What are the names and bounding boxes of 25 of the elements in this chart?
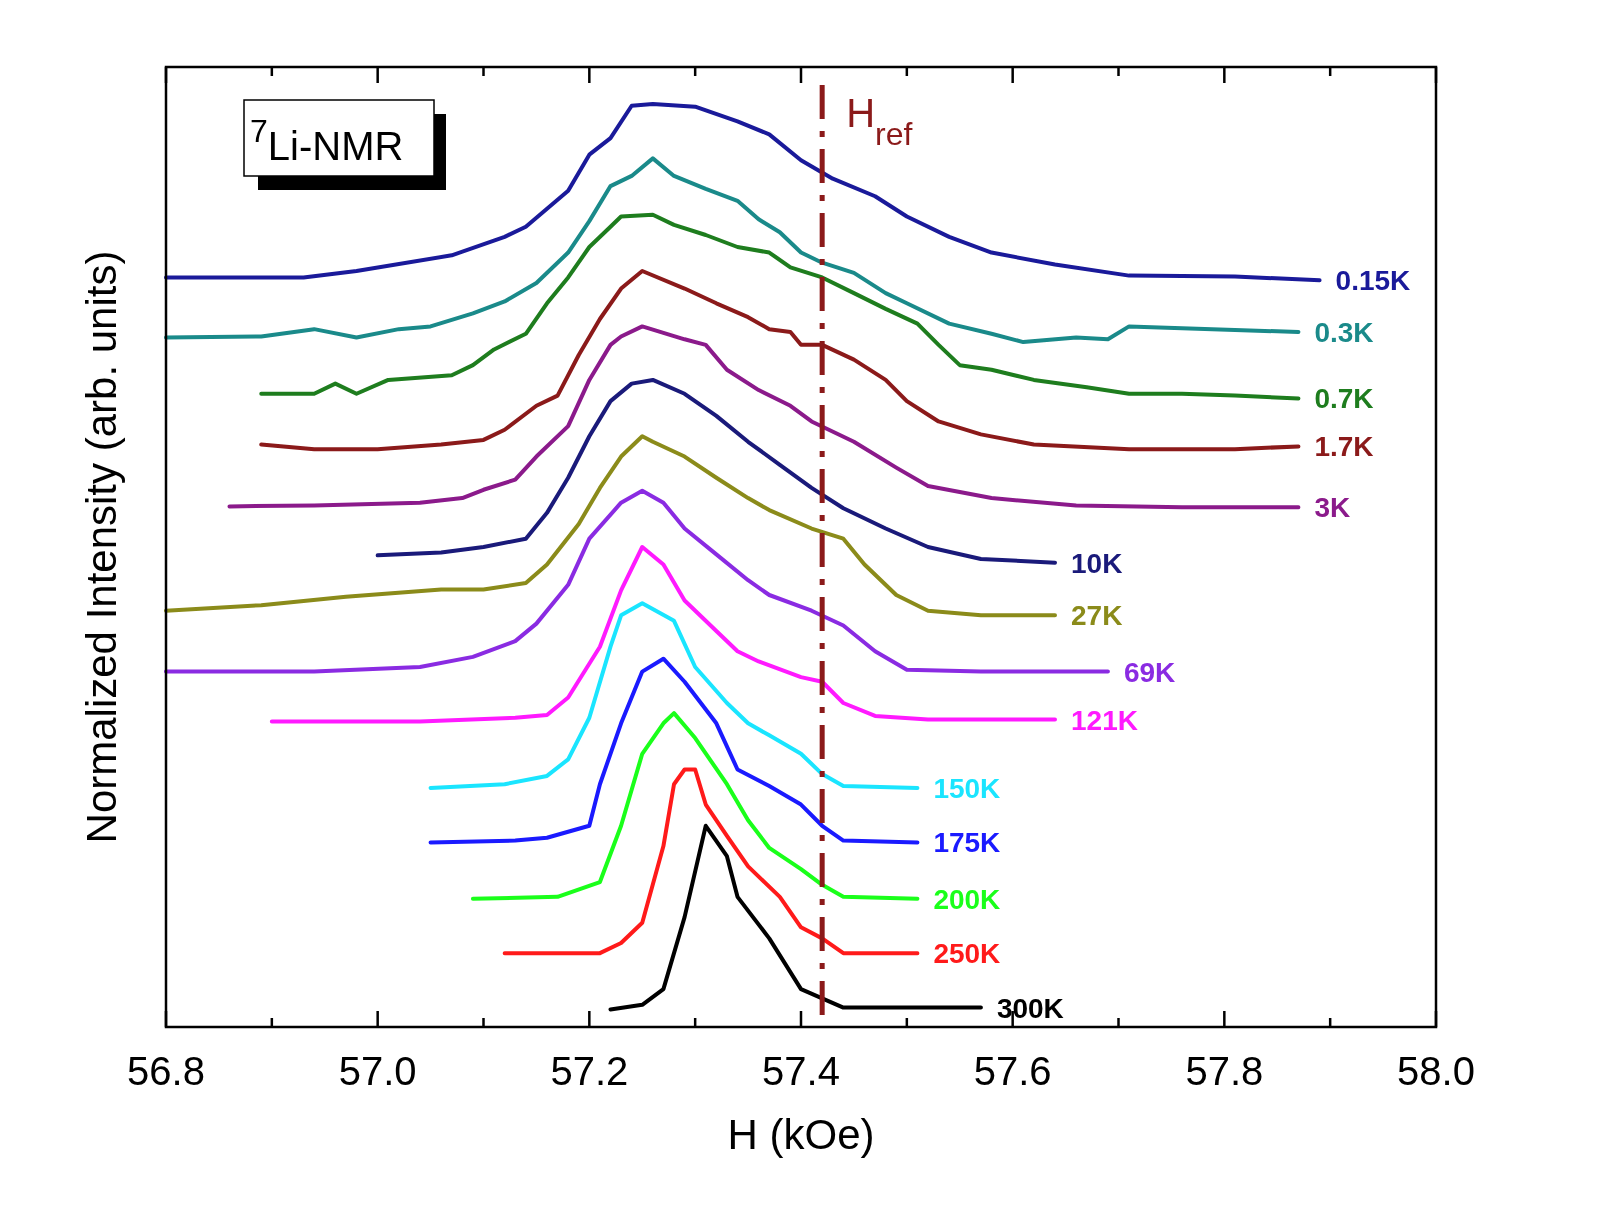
x-tick-label: 57.4 <box>762 1049 840 1093</box>
ref-line-label: H$_{ref}$ <box>846 91 913 152</box>
series-label: 0.15K <box>1335 265 1411 297</box>
series-label: 27K <box>1071 600 1123 632</box>
series-label: 250K <box>933 938 1001 970</box>
series-label: 121K <box>1071 704 1138 736</box>
x-tick-label: 56.8 <box>127 1049 205 1093</box>
series-label: 69K <box>1123 656 1176 688</box>
series-label: 175K <box>933 827 1001 859</box>
series-label: 1.7K <box>1314 431 1374 463</box>
series-label: 150K <box>933 772 1001 804</box>
series-label: 10K <box>1071 547 1123 579</box>
series-label: 300K <box>996 992 1064 1024</box>
series-label: 3K <box>1314 492 1351 524</box>
x-axis-title: H (kOe) <box>727 1111 875 1158</box>
x-tick-label: 57.0 <box>338 1049 417 1093</box>
series-label: 200K <box>933 883 1001 915</box>
x-tick-label: 57.8 <box>1185 1049 1264 1093</box>
series-label: 0.7K <box>1314 383 1374 415</box>
x-tick-label: 57.6 <box>973 1049 1052 1093</box>
x-tick-label: 58.0 <box>1397 1049 1475 1093</box>
x-tick-label: 57.2 <box>550 1049 629 1093</box>
annotation: $^{7}$Li-NMR <box>250 113 404 168</box>
series-label: 0.3K <box>1314 316 1374 348</box>
y-axis-title: Normalized Intensity (arb. units) <box>78 250 125 844</box>
